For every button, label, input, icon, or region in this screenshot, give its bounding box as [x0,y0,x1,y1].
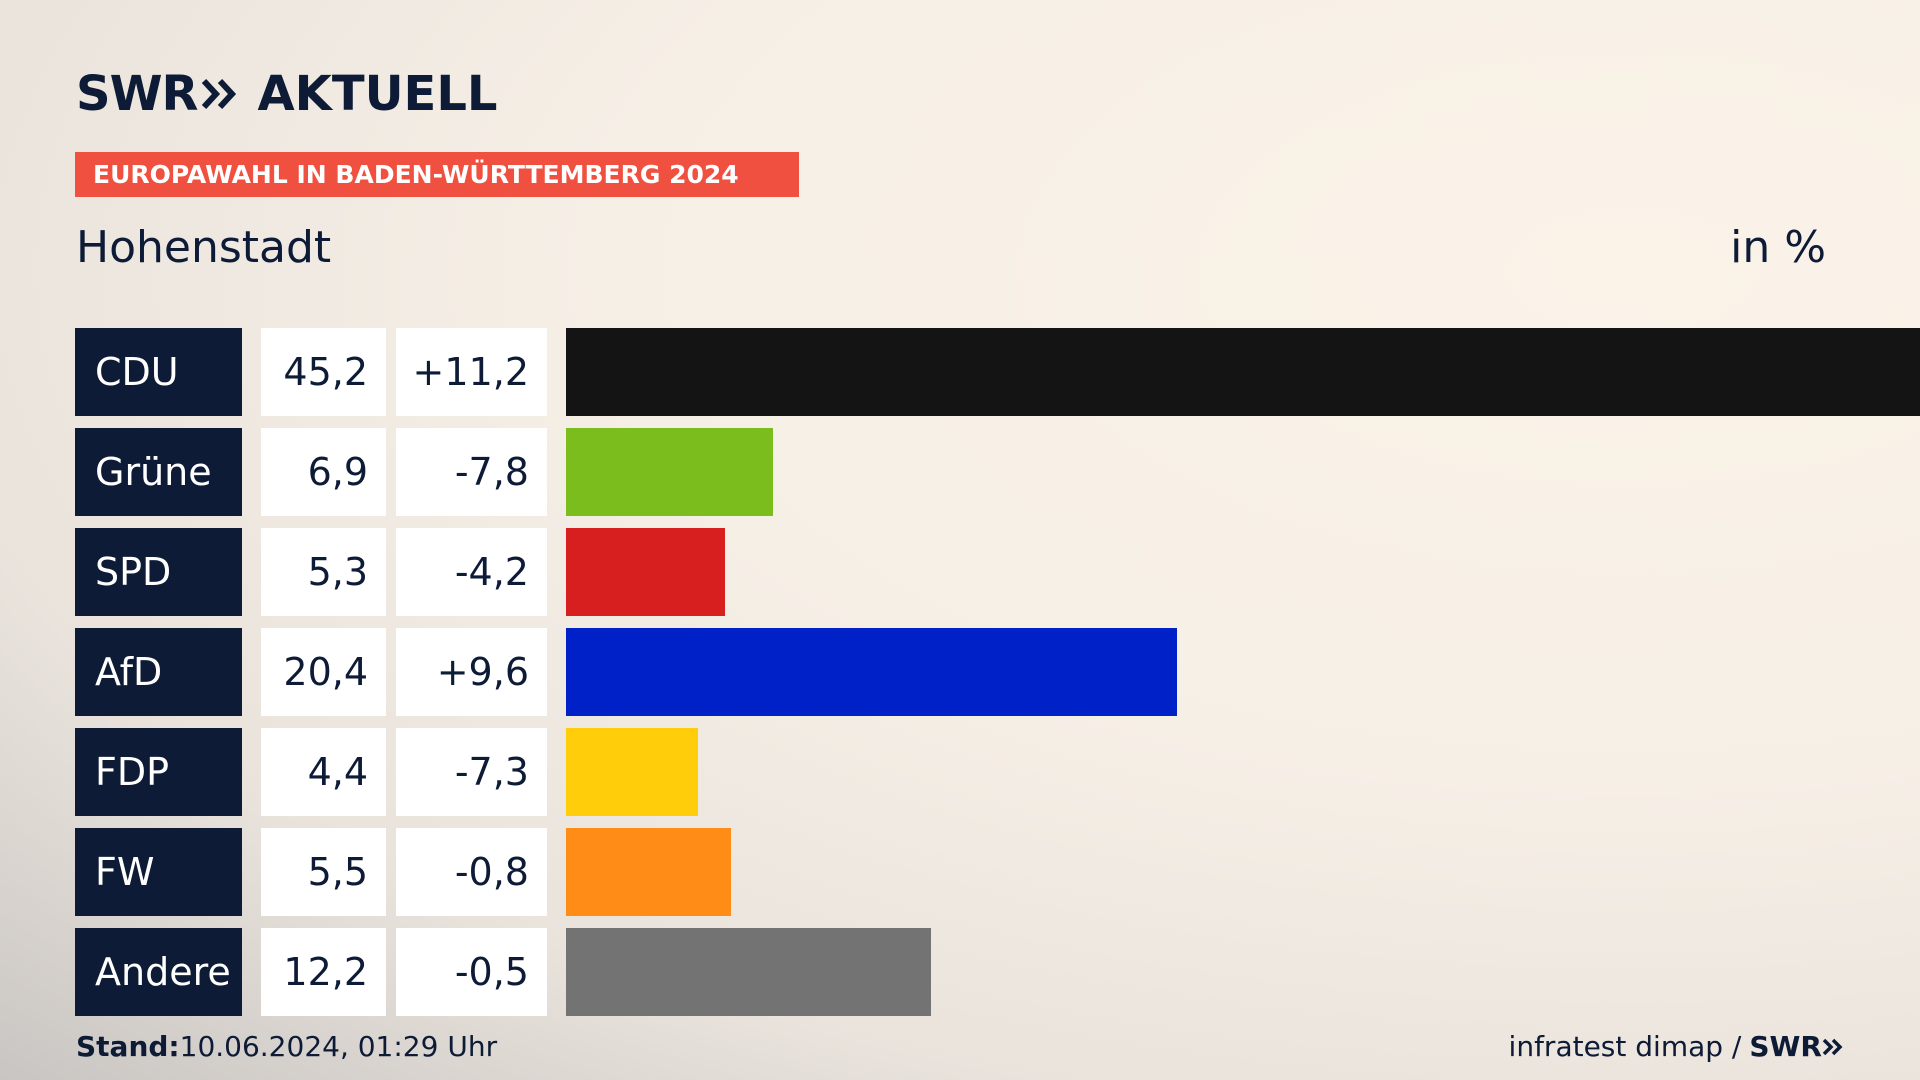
bar [566,728,698,816]
vote-share-label: 12,2 [261,928,386,1016]
footer-swr-logo: SWR [1749,1030,1844,1063]
unit-label: in % [1730,222,1826,273]
election-banner: EUROPAWAHL IN BADEN-WÜRTTEMBERG 2024 [75,152,799,197]
bar [566,628,1177,716]
party-label: Grüne [75,428,242,516]
swr-logo: SWR [76,66,239,122]
footer-source: infratest dimap / SWR [1509,1030,1844,1063]
aktuell-logo-text: AKTUELL [257,66,498,122]
party-label: CDU [75,328,242,416]
change-label: -0,8 [396,828,547,916]
footer-stand: Stand:10.06.2024, 01:29 Uhr [76,1030,497,1063]
stand-value: 10.06.2024, 01:29 Uhr [179,1030,498,1063]
bar [566,928,931,1016]
swr-aktuell-logo: SWR AKTUELL [76,66,498,122]
party-label: FW [75,828,242,916]
chart-subtitle: Hohenstadt [76,222,332,273]
change-label: +11,2 [396,328,547,416]
vote-share-label: 20,4 [261,628,386,716]
party-label: AfD [75,628,242,716]
change-label: -0,5 [396,928,547,1016]
bar [566,528,725,616]
change-label: -7,3 [396,728,547,816]
change-label: -7,8 [396,428,547,516]
bar [566,428,773,516]
change-label: -4,2 [396,528,547,616]
vote-share-label: 5,3 [261,528,386,616]
bar [566,828,731,916]
footer-double-chevron-icon [1822,1038,1843,1055]
party-label: Andere [75,928,242,1016]
source-text: infratest dimap / [1508,1030,1742,1063]
stand-label: Stand: [76,1030,180,1063]
vote-share-label: 45,2 [261,328,386,416]
change-label: +9,6 [396,628,547,716]
double-chevron-icon [202,78,237,110]
footer-swr-logo-text: SWR [1749,1030,1822,1063]
party-label: FDP [75,728,242,816]
bar [566,328,1920,416]
party-label: SPD [75,528,242,616]
swr-logo-text: SWR [76,66,198,122]
vote-share-label: 4,4 [261,728,386,816]
vote-share-label: 5,5 [261,828,386,916]
vote-share-label: 6,9 [261,428,386,516]
